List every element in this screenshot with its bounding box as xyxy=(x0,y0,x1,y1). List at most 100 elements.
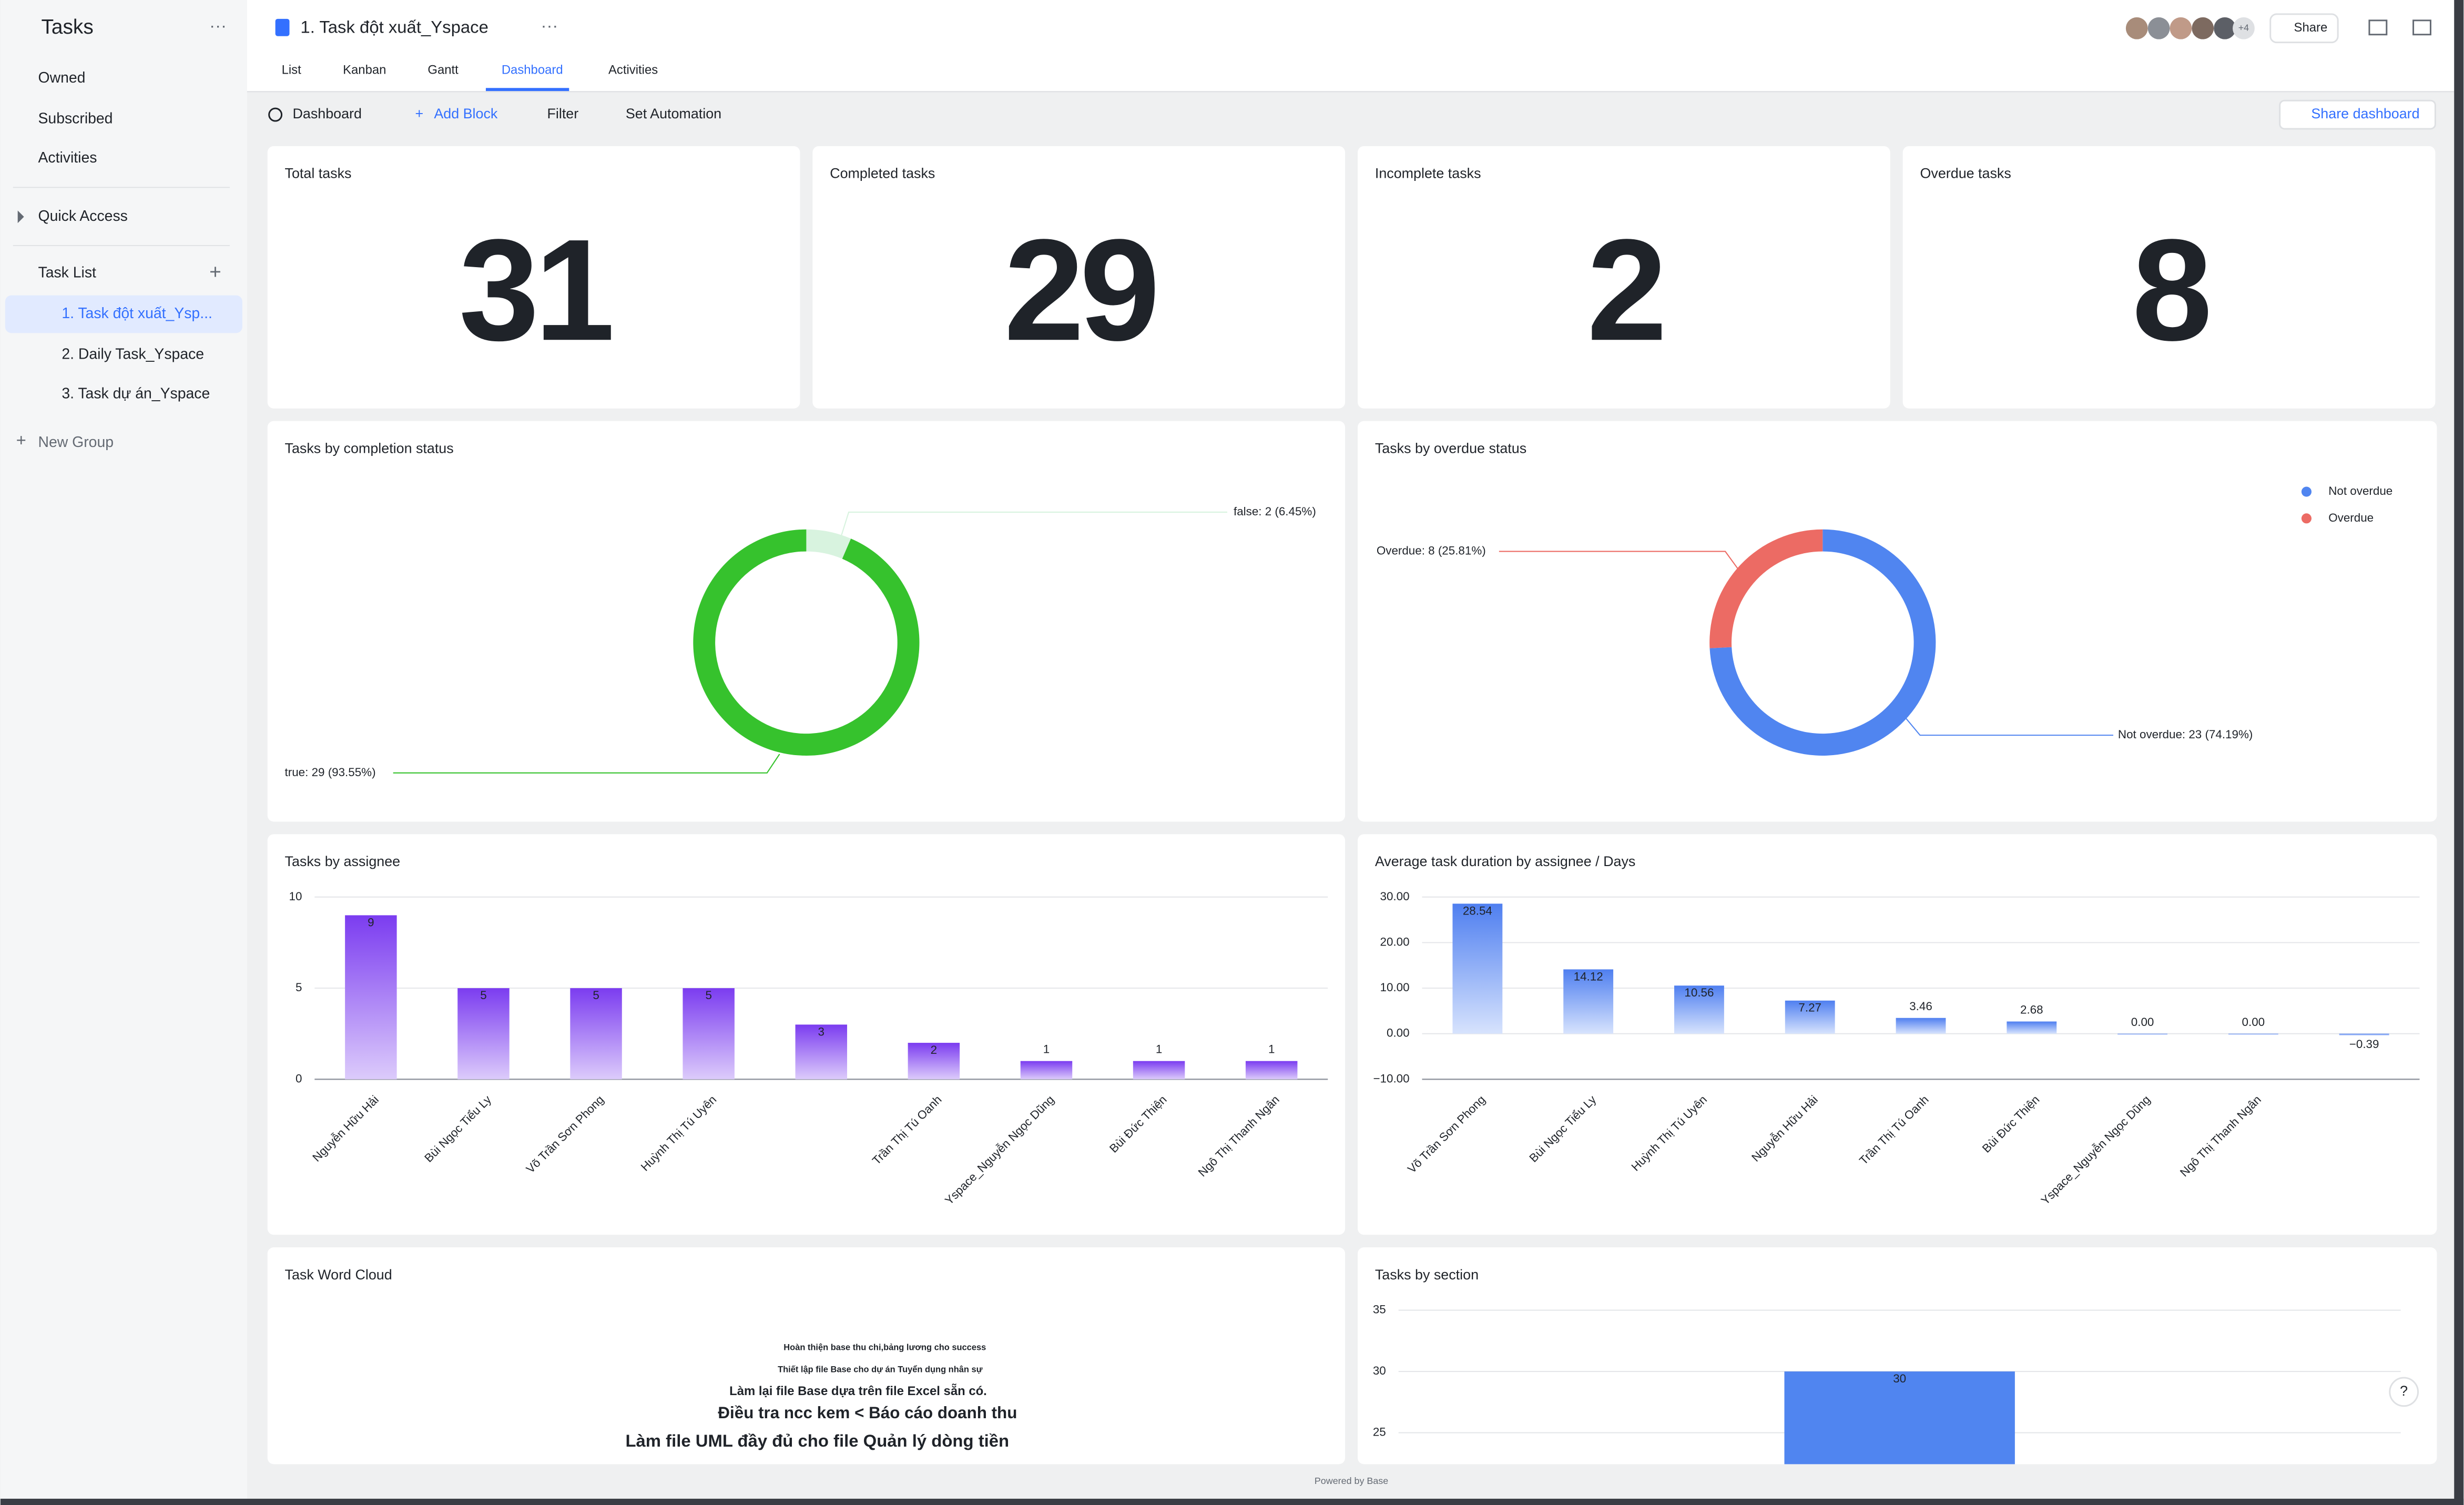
tab[interactable]: List xyxy=(282,63,302,77)
toolbar-title: Dashboard xyxy=(292,106,361,121)
data-label: 10.56 xyxy=(1684,986,1714,999)
share-dashboard: Share dashboard xyxy=(2311,106,2419,121)
legend-label: Overdue xyxy=(2328,511,2374,524)
divider xyxy=(13,187,230,188)
card xyxy=(1357,834,2437,1235)
leader-line xyxy=(840,511,1228,538)
word: Làm lại file Base dựa trên file Excel sẵ… xyxy=(729,1384,987,1398)
list-item[interactable]: 3. Task dự án_Yspace xyxy=(62,385,210,402)
more[interactable]: ··· xyxy=(209,15,227,35)
bar xyxy=(1245,1061,1298,1080)
filter[interactable]: Filter xyxy=(547,106,578,121)
divider xyxy=(13,245,230,246)
app-title: Tasks xyxy=(41,16,93,38)
data-label: 0.00 xyxy=(2131,1015,2154,1029)
sidebar-bg xyxy=(0,0,247,1505)
card xyxy=(1357,1247,2437,1465)
tab-active[interactable]: Dashboard xyxy=(502,63,563,77)
word: Làm file UML đầy đủ cho file Quản lý dòn… xyxy=(625,1431,1009,1450)
add-block[interactable]: Add Block xyxy=(434,106,498,121)
stat-value: 8 xyxy=(2132,209,2209,371)
card xyxy=(1357,146,1890,409)
nav-item[interactable]: Activities xyxy=(38,149,97,166)
section-title[interactable]: Task List xyxy=(38,264,96,281)
more[interactable]: ··· xyxy=(541,15,558,35)
legend-swatch xyxy=(2301,513,2312,524)
data-label: 3 xyxy=(818,1025,824,1038)
tab[interactable]: Kanban xyxy=(343,63,386,77)
icon[interactable] xyxy=(2412,19,2431,36)
bar xyxy=(1452,903,1503,1034)
data-label: 28.54 xyxy=(1463,904,1492,917)
avatar xyxy=(2192,17,2214,39)
chart: Not overdue: 23 (74.19%) Overdue: 8 (25.8… xyxy=(1377,484,2392,756)
header: 1. Task đột xuất_Yspace ··· +4 Share Lis… xyxy=(247,0,2455,93)
avatar xyxy=(2147,17,2170,39)
card-title: Incomplete tasks xyxy=(1375,166,1481,181)
doc-title: 1. Task đột xuất_Yspace xyxy=(300,17,488,36)
tab[interactable]: Activities xyxy=(608,63,658,77)
legend-label: Not overdue xyxy=(2328,484,2392,497)
chart: Làm file UML đầy đủ cho file Quản lý dòn… xyxy=(625,1343,1017,1451)
stat-card: Completed tasks 29 xyxy=(812,146,1346,409)
share-label: Share xyxy=(2294,21,2328,35)
data-label: 7.27 xyxy=(1798,1001,1821,1014)
window-edge xyxy=(0,1499,2464,1505)
window-edge xyxy=(2454,0,2464,1505)
doc-icon xyxy=(275,18,290,36)
data-label: 5 xyxy=(480,989,486,1002)
automation[interactable]: Set Automation xyxy=(626,106,721,121)
y-tick-label: 30.00 xyxy=(1380,890,1410,903)
card xyxy=(1902,146,2436,409)
divider xyxy=(247,91,2455,93)
data-label: −0.39 xyxy=(2349,1038,2379,1051)
leader-line xyxy=(1903,716,2113,736)
list-item[interactable]: 2. Daily Task_Yspace xyxy=(62,346,204,363)
data-label: 2 xyxy=(931,1043,937,1056)
y-tick-label: 10.00 xyxy=(1380,981,1410,994)
chart: false: 2 (6.45%) true: 29 (93.55%) xyxy=(285,505,1316,779)
chart-card: Tasks by completion status xyxy=(267,421,1346,822)
tab[interactable]: Gantt xyxy=(427,63,459,77)
bar xyxy=(1784,1371,2015,1465)
avatar xyxy=(2125,17,2148,39)
nav-item[interactable]: Owned xyxy=(38,69,86,86)
data-label: 5 xyxy=(705,989,711,1002)
avatar xyxy=(2214,17,2236,39)
nav-item[interactable]: Quick Access xyxy=(38,208,128,225)
add-list[interactable]: + xyxy=(209,261,221,283)
stat-card: Overdue tasks 8 xyxy=(1902,146,2436,409)
data-label: 3.46 xyxy=(1909,1000,1932,1013)
chart-card: Average task duration by assignee / Days xyxy=(1357,834,2437,1235)
bar xyxy=(1133,1061,1185,1080)
stat-value: 2 xyxy=(1587,209,1664,371)
donut-slice xyxy=(1709,529,1823,648)
nav-item[interactable]: Subscribed xyxy=(38,110,113,127)
icon[interactable] xyxy=(2368,19,2388,36)
bar xyxy=(683,988,735,1080)
word: Thiết lập file Base cho dự án Tuyển dụng… xyxy=(778,1365,982,1374)
leader-line xyxy=(393,754,780,774)
bar xyxy=(345,915,397,1080)
data-label: 0.00 xyxy=(2242,1015,2265,1029)
toolbar: Dashboard + Add Block Filter Set Automat… xyxy=(268,99,2436,130)
share-button[interactable] xyxy=(2269,13,2339,44)
help-button[interactable] xyxy=(2389,1377,2419,1407)
avatar-more[interactable] xyxy=(2233,17,2255,39)
sidebar: Tasks ··· Owned Subscribed Activities Qu… xyxy=(0,0,247,1505)
chart-title: Tasks by assignee xyxy=(285,853,401,869)
tab-underline xyxy=(485,88,569,91)
stat-card: Total tasks 31 xyxy=(267,146,800,409)
bar xyxy=(2007,1021,2057,1034)
y-tick-label: 35 xyxy=(1373,1303,1386,1316)
bar xyxy=(2117,1033,2167,1035)
share-dashboard-button[interactable] xyxy=(2279,99,2436,130)
bar xyxy=(2339,1033,2389,1036)
stat-value: 29 xyxy=(1004,209,1156,371)
leader-line xyxy=(1499,551,1738,570)
data-label: 14.12 xyxy=(1574,970,1603,983)
list-item[interactable]: 1. Task đột xuất_Ysp... xyxy=(62,305,212,322)
new-group[interactable]: New Group xyxy=(38,434,114,451)
